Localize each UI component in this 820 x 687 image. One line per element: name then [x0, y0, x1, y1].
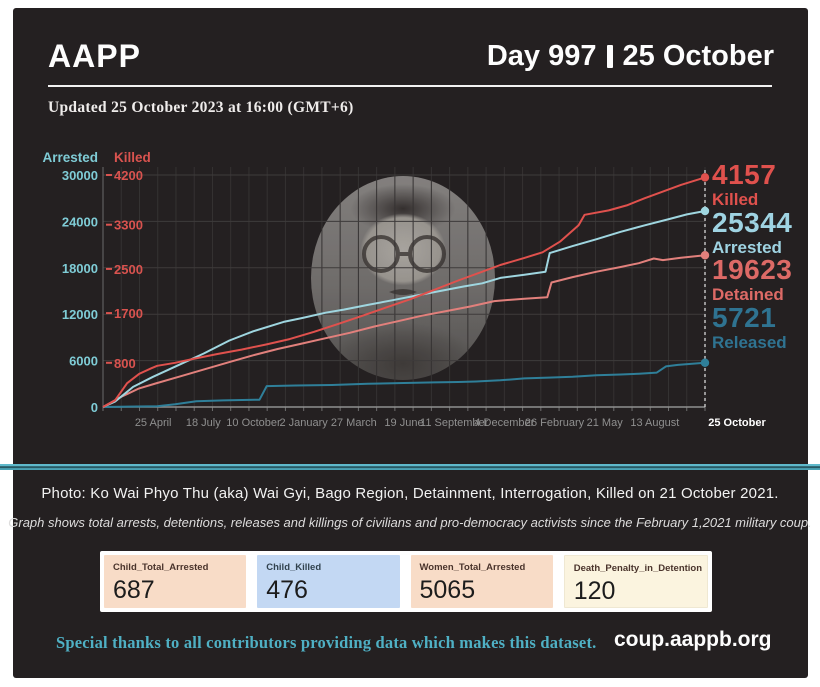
day-counter: Day 997 25 October [487, 40, 774, 73]
chart-tick-label: 11 September [420, 417, 489, 429]
series-endpoint-killed [700, 173, 710, 182]
chart-tick-label: 26 February [525, 417, 585, 429]
annotation-detained: 19623 Detained [712, 254, 816, 304]
series-line-released [102, 361, 706, 408]
chart-tick-label: 800 [114, 356, 136, 371]
chart-tick-label: 1700 [114, 306, 143, 321]
series-line-arrested [102, 210, 706, 408]
killed-label: Killed [712, 190, 759, 209]
mustache-shape [389, 289, 417, 295]
chart-tick-label: 18000 [62, 261, 98, 276]
arrested-label: Arrested [712, 238, 782, 257]
chart-tick-label: 3300 [114, 218, 143, 233]
killed-total: 4157 [712, 159, 777, 190]
brand-title: AAPP [48, 38, 141, 74]
chart-canvas: 0 6000 12000 18000 24000 30000 800 1700 2500 3300… [42, 150, 766, 429]
chart-tick-label: Arrested [42, 150, 98, 165]
chart-tick-label: 6000 [69, 354, 98, 369]
stat-card-strip: Child_Total_Arrested 687 Child_Killed 47… [100, 551, 712, 612]
graph-note: Graph shows total arrests, detentions, r… [8, 515, 812, 530]
stat-label: Women_Total_Arrested [419, 562, 526, 573]
contributors-thanks: Special thanks to all contributors provi… [56, 633, 597, 652]
stat-label: Child_Total_Arrested [113, 562, 209, 573]
stat-card-death-penalty: Death_Penalty_in_Detention 120 [563, 555, 708, 608]
released-total: 5721 [712, 302, 777, 333]
stat-value: 687 [113, 576, 155, 604]
header-divider [48, 85, 772, 87]
chart-tick-label: 21 May [587, 417, 624, 429]
stat-card-women-arrested: Women_Total_Arrested 5065 [410, 555, 553, 608]
chart-tick-label: 13 August [630, 417, 679, 429]
stat-value: 5065 [419, 576, 476, 604]
annotation-arrested: 25344 Arrested [712, 207, 816, 257]
chart-tick-label: 0 [91, 400, 98, 415]
chart-tick-label: 30000 [62, 168, 98, 183]
annotation-released: 5721 Released [712, 302, 816, 352]
chart-tick-label: 24000 [62, 214, 98, 229]
chart-tick-label: 10 October [226, 417, 281, 429]
series-endpoint-arrested [700, 206, 710, 216]
chart-tick-label: 12000 [62, 307, 98, 322]
annotation-killed: 4157 Killed [712, 159, 816, 209]
chart-tick-label: 2 January [280, 417, 329, 429]
stat-value: 476 [266, 576, 308, 604]
stat-card-child-killed: Child_Killed 476 [257, 555, 400, 608]
chart-tick-label: 27 March [331, 417, 377, 429]
stat-value: 120 [573, 577, 616, 605]
detained-total: 19623 [712, 254, 793, 285]
chart-tick-label: Killed [114, 150, 151, 165]
teal-divider [0, 464, 820, 470]
header-date: 25 October [622, 40, 775, 72]
updated-timestamp: Updated 25 October 2023 at 16:00 (GMT+6) [48, 99, 354, 116]
victim-photo-sketch [362, 235, 446, 295]
series-endpoint-released [700, 358, 710, 367]
website-url: coup.aappb.org [614, 628, 772, 651]
series-endpoint-detained [700, 251, 710, 260]
chart-tick-label: 4 December [474, 417, 534, 429]
day-count-text: Day 997 [486, 40, 597, 72]
chart-tick-label: 18 July [186, 417, 221, 429]
series-line-detained [102, 254, 706, 408]
arrested-total: 25344 [712, 207, 793, 238]
stat-label: Death_Penalty_in_Detention [573, 563, 703, 574]
series-line-killed [102, 176, 706, 408]
stat-card-child-arrested: Child_Total_Arrested 687 [104, 555, 247, 608]
chart-tick-label: 2500 [114, 262, 143, 277]
separator-bar [606, 45, 613, 68]
stat-label: Child_Killed [266, 562, 322, 573]
chart-tick-label: 25 April [135, 417, 172, 429]
photo-caption: Photo: Ko Wai Phyo Thu (aka) Wai Gyi, Ba… [41, 485, 779, 502]
chart-tick-label: 4200 [114, 168, 143, 183]
chart-tick-label: 19 June [384, 417, 423, 429]
detained-label: Detained [712, 285, 784, 304]
released-label: Released [712, 333, 787, 352]
chart-tick-label: 25 October [708, 417, 766, 429]
